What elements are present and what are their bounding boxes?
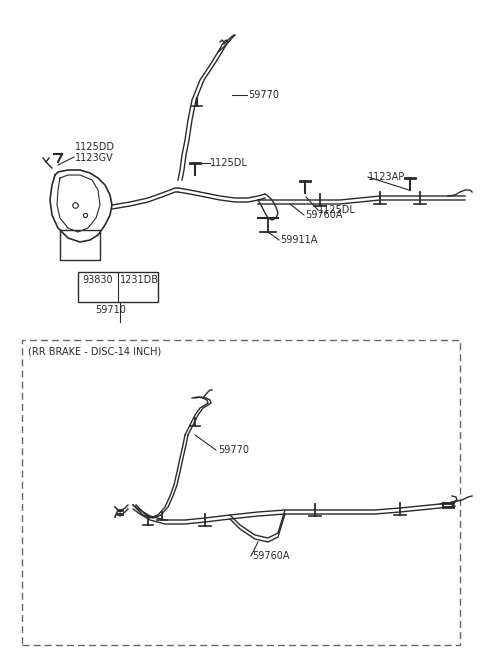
Text: 1123AP: 1123AP — [368, 172, 405, 182]
Text: 59770: 59770 — [248, 90, 279, 100]
Text: 59770: 59770 — [218, 445, 249, 455]
Text: (RR BRAKE - DISC-14 INCH): (RR BRAKE - DISC-14 INCH) — [28, 347, 161, 357]
Text: 1123GV: 1123GV — [75, 153, 114, 163]
Text: 1125DL: 1125DL — [210, 158, 248, 168]
Text: 59710: 59710 — [95, 305, 126, 315]
Text: 1125DD: 1125DD — [75, 142, 115, 152]
Text: 1125DL: 1125DL — [318, 205, 356, 215]
Text: 59760A: 59760A — [305, 210, 343, 220]
Text: 59760A: 59760A — [252, 551, 289, 561]
Bar — [78, 272, 158, 302]
Text: 1231DB: 1231DB — [120, 275, 159, 285]
Text: 93830: 93830 — [82, 275, 113, 285]
Text: 59911A: 59911A — [280, 235, 317, 245]
Bar — [22, 340, 460, 645]
